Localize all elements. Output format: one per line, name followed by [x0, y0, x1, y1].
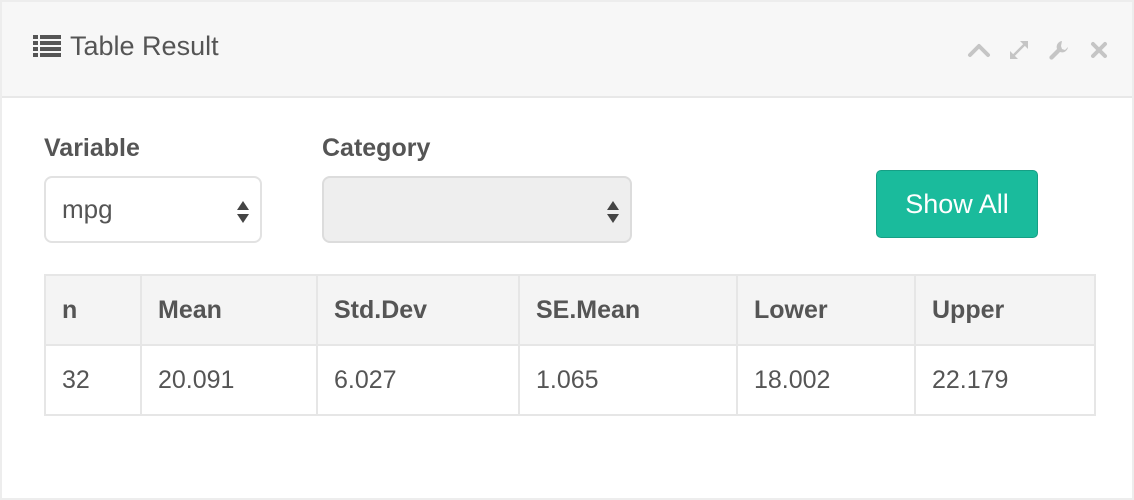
variable-select[interactable]: mpg — [44, 176, 262, 243]
close-icon — [1091, 42, 1107, 58]
category-label: Category — [322, 134, 431, 162]
list-icon — [33, 35, 61, 57]
column-header: Std.Dev — [316, 274, 520, 346]
show-all-button[interactable]: Show All — [876, 170, 1038, 238]
settings-button[interactable] — [1044, 35, 1074, 65]
variable-select-value: mpg — [62, 194, 113, 224]
table-row: 32 20.091 6.027 1.065 18.002 22.179 — [44, 344, 1096, 416]
wrench-icon — [1049, 41, 1068, 60]
column-header: Upper — [914, 274, 1096, 346]
select-arrows-icon — [607, 201, 619, 223]
column-header: n — [44, 274, 142, 346]
select-arrows-icon — [237, 201, 249, 223]
panel-tools — [964, 35, 1114, 65]
column-header: SE.Mean — [518, 274, 738, 346]
table-cell: 1.065 — [518, 344, 738, 416]
table-cell: 6.027 — [316, 344, 520, 416]
panel-title: Table Result — [32, 29, 219, 63]
expand-icon — [1010, 41, 1028, 59]
collapse-button[interactable] — [964, 35, 994, 65]
result-table: n Mean Std.Dev SE.Mean Lower Upper 32 20… — [44, 274, 1096, 416]
category-select[interactable] — [322, 176, 632, 243]
close-button[interactable] — [1084, 35, 1114, 65]
table-cell: 20.091 — [140, 344, 318, 416]
panel-header: Table Result — [2, 2, 1132, 98]
table-header-row: n Mean Std.Dev SE.Mean Lower Upper — [44, 274, 1096, 346]
table-cell: 32 — [44, 344, 142, 416]
table-cell: 18.002 — [736, 344, 916, 416]
panel-title-text: Table Result — [70, 30, 219, 61]
table-cell: 22.179 — [914, 344, 1096, 416]
fullscreen-button[interactable] — [1004, 35, 1034, 65]
column-header: Lower — [736, 274, 916, 346]
collapse-icon — [968, 44, 990, 57]
variable-label: Variable — [44, 134, 140, 162]
column-header: Mean — [140, 274, 318, 346]
